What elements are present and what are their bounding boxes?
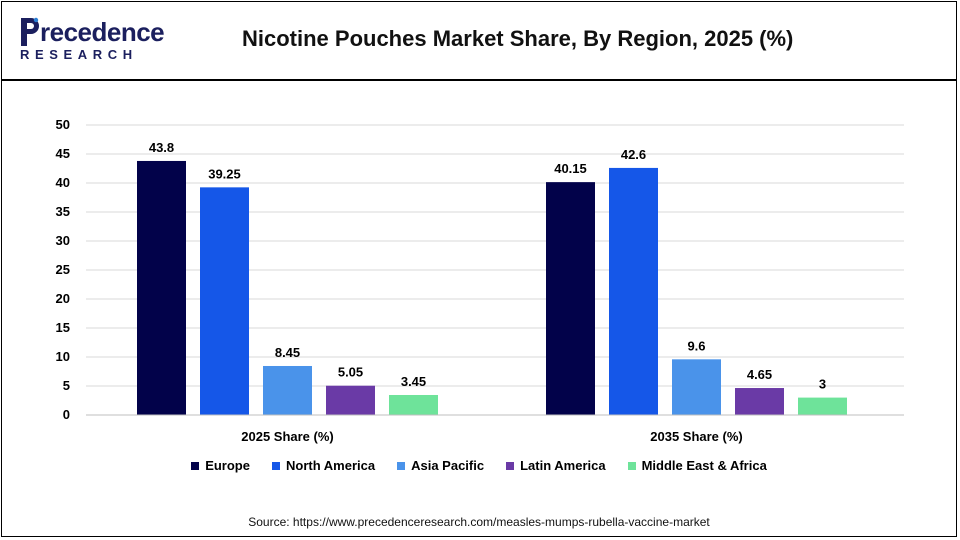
legend-item: Latin America	[506, 458, 606, 473]
y-tick-label: 45	[56, 146, 70, 161]
logo-word: recedence	[40, 17, 165, 47]
bar	[137, 160, 186, 415]
legend-item: Middle East & Africa	[627, 458, 767, 473]
y-tick-label: 35	[56, 204, 70, 219]
legend-item: Asia Pacific	[397, 458, 484, 473]
data-label: 5.05	[338, 365, 363, 380]
bar	[200, 187, 249, 415]
logo-p-icon	[21, 17, 39, 46]
x-category-label: 2035 Share (%)	[650, 429, 743, 444]
x-category-label: 2025 Share (%)	[241, 429, 334, 444]
legend-label: Asia Pacific	[411, 458, 485, 473]
logo: recedence RESEARCH	[18, 16, 168, 66]
legend: Europe North America Asia Pacific Latin Ame…	[2, 458, 956, 473]
y-tick-label: 5	[63, 378, 70, 393]
legend-item: Europe	[191, 458, 250, 473]
data-label: 9.6	[687, 338, 705, 353]
y-tick-label: 15	[56, 320, 70, 335]
legend-label: Latin America	[520, 458, 606, 473]
legend-swatch	[191, 461, 200, 470]
data-label: 40.15	[554, 161, 587, 176]
bar	[389, 394, 438, 415]
header: recedence RESEARCH Nicotine Pouches Mark…	[2, 2, 956, 81]
bar	[326, 385, 375, 415]
legend-item: North America	[271, 458, 376, 473]
data-label: 42.6	[621, 147, 646, 162]
legend-swatch	[397, 461, 406, 470]
legend-label: North America	[285, 458, 376, 473]
data-label: 3	[819, 377, 826, 392]
y-tick-label: 50	[56, 117, 70, 132]
bar	[263, 365, 312, 415]
legend-swatch	[271, 461, 280, 470]
y-tick-label: 20	[56, 291, 70, 306]
bar	[609, 167, 658, 415]
y-tick-label: 30	[56, 233, 70, 248]
data-label: 4.65	[747, 367, 772, 382]
legend-swatch	[506, 461, 515, 470]
data-label: 43.8	[149, 140, 174, 155]
data-label: 39.25	[208, 166, 241, 181]
y-tick-label: 10	[56, 349, 70, 364]
bar	[672, 359, 721, 415]
legend-label: Europe	[205, 458, 250, 473]
y-tick-label: 25	[56, 262, 70, 277]
bar	[546, 182, 595, 415]
data-label: 3.45	[401, 374, 426, 389]
legend-swatch	[627, 461, 636, 470]
y-tick-label: 0	[63, 407, 70, 422]
source-note: Source: https://www.precedenceresearch.c…	[248, 515, 710, 529]
legend-label: Middle East & Africa	[641, 458, 767, 473]
chart-title: Nicotine Pouches Market Share, By Region…	[242, 26, 794, 51]
y-tick-label: 40	[56, 175, 70, 190]
logo-sub: RESEARCH	[20, 47, 138, 62]
bar	[798, 397, 847, 415]
bar	[735, 388, 784, 415]
data-label: 8.45	[275, 345, 300, 360]
